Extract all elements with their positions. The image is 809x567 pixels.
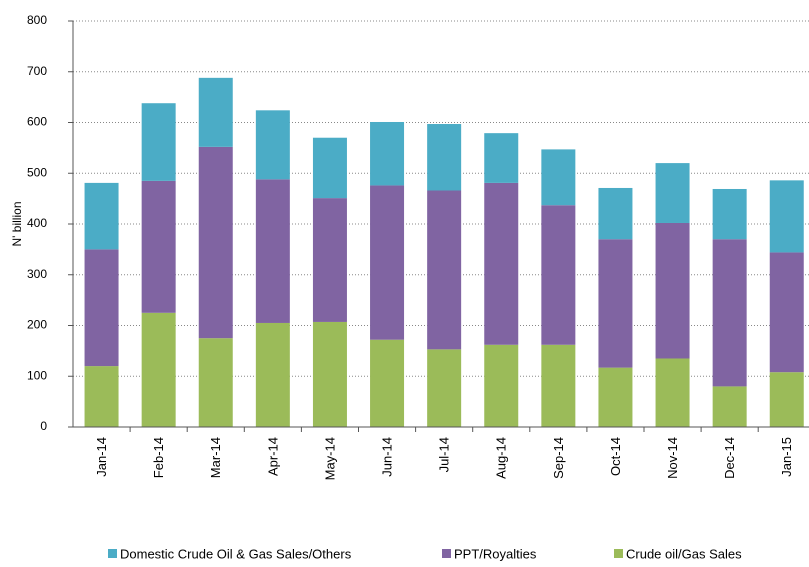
- bar-segment: [427, 190, 462, 350]
- legend-swatch: [108, 549, 117, 558]
- bar-segment: [427, 124, 462, 191]
- bar-segment: [141, 103, 176, 181]
- x-tick-label: Apr-14: [265, 437, 280, 476]
- bar-segment: [84, 366, 119, 427]
- legend-label: Crude oil/Gas Sales: [626, 546, 742, 561]
- bar-segment: [255, 322, 290, 427]
- bar-segment: [484, 182, 519, 345]
- y-tick-label: 0: [40, 419, 47, 433]
- legend-swatch: [442, 549, 451, 558]
- y-tick-label: 400: [27, 216, 47, 230]
- bar-segment: [541, 205, 576, 345]
- bar-segment: [370, 121, 405, 186]
- bar-segment: [312, 137, 347, 199]
- y-tick-label: 800: [27, 13, 47, 27]
- legend-label: PPT/Royalties: [454, 546, 537, 561]
- bar-segment: [198, 146, 233, 339]
- bar-segment: [769, 372, 804, 427]
- bar-segment: [712, 239, 747, 387]
- bar-segment: [769, 180, 804, 253]
- bar-segment: [312, 198, 347, 322]
- bar-segment: [255, 110, 290, 180]
- bar-segment: [370, 339, 405, 427]
- y-tick-label: 100: [27, 368, 47, 382]
- bar-segment: [84, 249, 119, 367]
- bar-segment: [655, 222, 690, 359]
- bar-segment: [255, 179, 290, 323]
- x-tick-label: Feb-14: [151, 437, 166, 478]
- x-tick-label: Jul-14: [437, 437, 452, 472]
- x-tick-label: Jun-14: [379, 437, 394, 477]
- bar-segment: [484, 133, 519, 183]
- legend-label: Domestic Crude Oil & Gas Sales/Others: [120, 546, 352, 561]
- bar-segment: [712, 188, 747, 240]
- bar-segment: [141, 180, 176, 313]
- bar-segment: [769, 252, 804, 373]
- x-tick-label: Aug-14: [494, 437, 509, 479]
- y-tick-label: 700: [27, 64, 47, 78]
- bar-segment: [655, 358, 690, 427]
- y-tick-label: 500: [27, 165, 47, 179]
- bar-segment: [598, 367, 633, 427]
- bar-segment: [541, 344, 576, 427]
- bar-segment: [198, 338, 233, 427]
- x-tick-label: Mar-14: [208, 437, 223, 478]
- x-tick-label: May-14: [322, 437, 337, 480]
- bar-segment: [312, 321, 347, 427]
- bar-segment: [484, 344, 519, 427]
- y-axis-title: N' billion: [10, 202, 24, 247]
- bar-segment: [427, 349, 462, 427]
- bar-segment: [370, 185, 405, 340]
- bar-segment: [598, 187, 633, 240]
- bar-segment: [198, 77, 233, 147]
- bar-segment: [655, 163, 690, 223]
- x-tick-label: Sep-14: [551, 437, 566, 479]
- y-tick-label: 600: [27, 115, 47, 129]
- legend-swatch: [614, 549, 623, 558]
- bar-segment: [598, 239, 633, 368]
- bar-segment: [712, 386, 747, 427]
- x-tick-label: Oct-14: [608, 437, 623, 476]
- x-tick-label: Nov-14: [665, 437, 680, 479]
- x-tick-label: Jan-15: [779, 437, 794, 477]
- y-tick-label: 200: [27, 318, 47, 332]
- bar-segment: [541, 149, 576, 206]
- x-tick-label: Dec-14: [722, 437, 737, 479]
- bar-segment: [141, 312, 176, 427]
- bar-segment: [84, 182, 119, 250]
- x-tick-label: Jan-14: [94, 437, 109, 477]
- y-tick-label: 300: [27, 267, 47, 281]
